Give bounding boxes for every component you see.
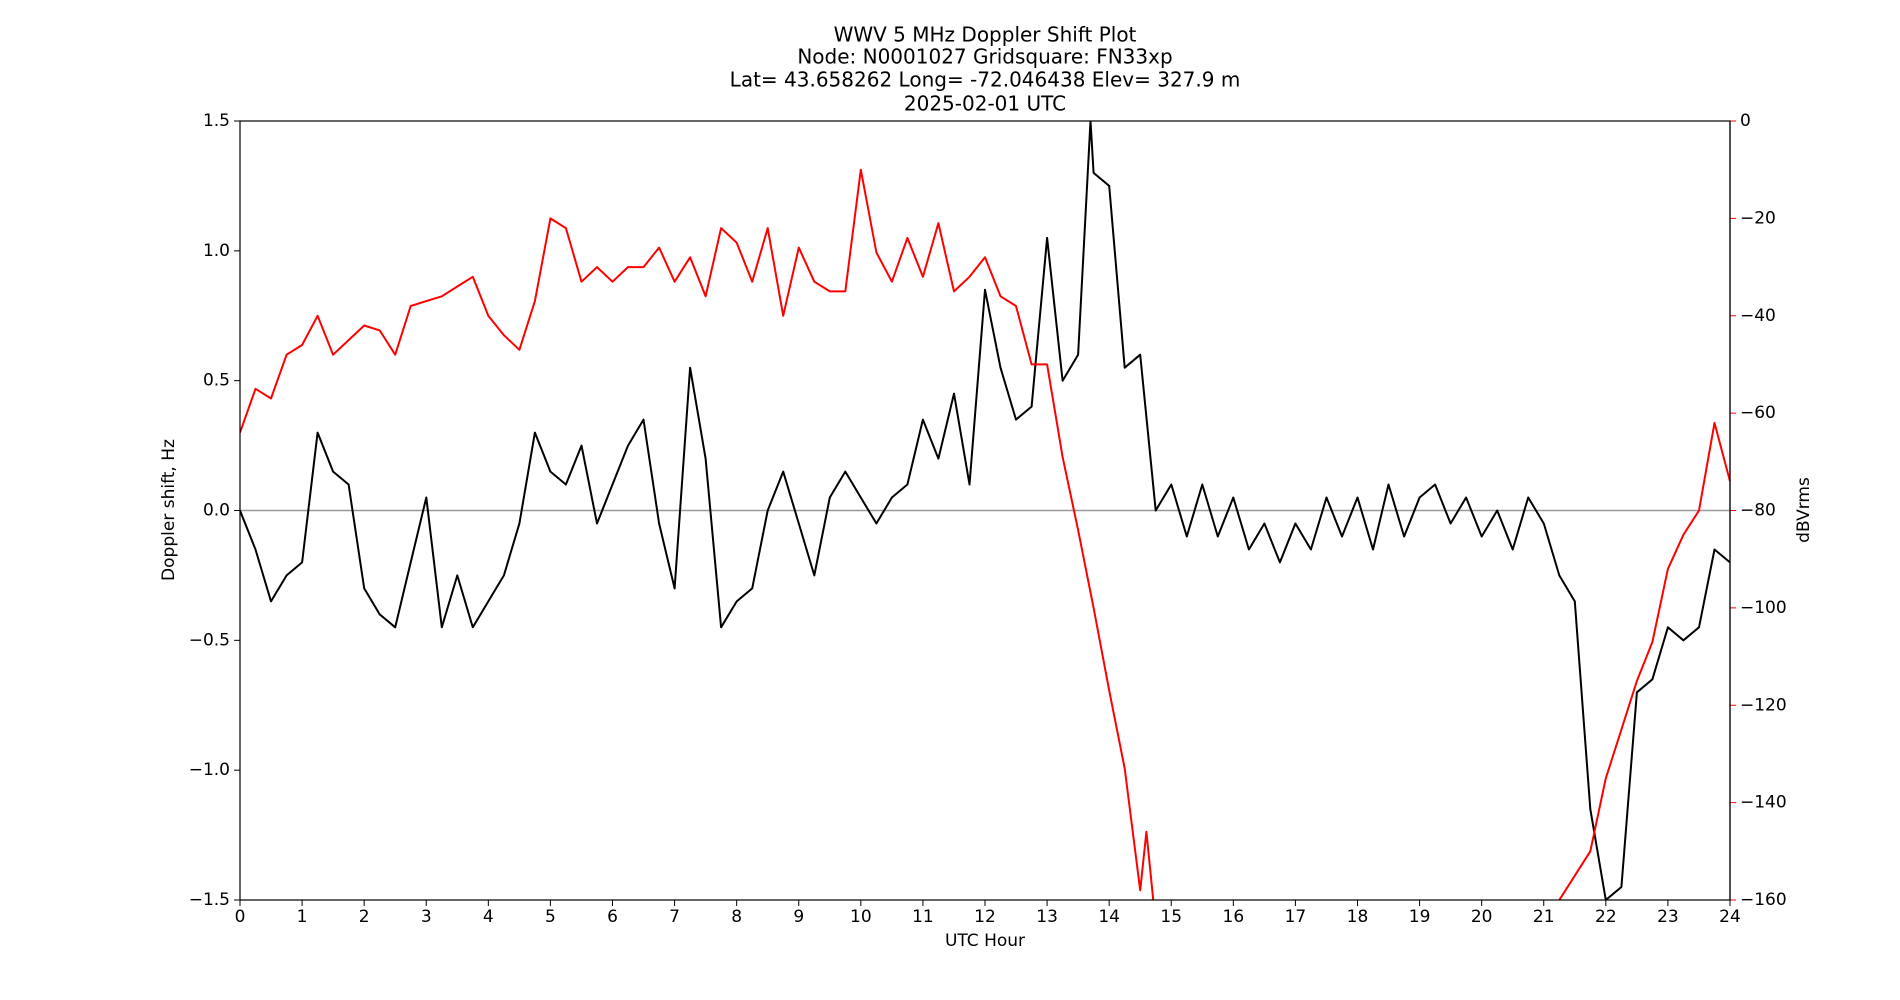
x-tick-label: 21	[1533, 907, 1555, 927]
x-tick-label: 13	[1036, 907, 1058, 927]
y-tick-label: −1.0	[189, 760, 230, 780]
x-tick-label: 19	[1409, 907, 1431, 927]
y2-tick-label: −80	[1740, 501, 1776, 521]
x-tick-label: 4	[483, 907, 494, 927]
x-tick-label: 10	[850, 907, 872, 927]
series-line	[1558, 421, 1730, 900]
y2-axis-label: dBVrms	[1794, 477, 1814, 543]
y2-tick-label: −60	[1740, 403, 1776, 423]
y2-tick-label: −20	[1740, 208, 1776, 228]
y-tick-label: −0.5	[189, 630, 230, 650]
x-tick-label: 14	[1098, 907, 1120, 927]
x-tick-label: 6	[607, 907, 618, 927]
y-tick-label: −1.5	[189, 890, 230, 910]
x-tick-label: 5	[545, 907, 556, 927]
y2-tick-label: −140	[1740, 793, 1787, 813]
x-tick-label: 16	[1223, 907, 1245, 927]
y-tick-label: 1.5	[203, 111, 230, 131]
x-tick-label: 8	[731, 907, 742, 927]
chart-subtitle: 2025-02-01 UTC	[904, 92, 1066, 116]
x-tick-label: 20	[1471, 907, 1493, 927]
x-tick-label: 0	[235, 907, 246, 927]
x-tick-label: 15	[1160, 907, 1182, 927]
y2-tick-label: −40	[1740, 306, 1776, 326]
x-tick-label: 22	[1595, 907, 1617, 927]
chart-subtitle: Lat= 43.658262 Long= -72.046438 Elev= 32…	[730, 68, 1241, 92]
x-tick-label: 23	[1657, 907, 1679, 927]
y-axis-label: Doppler shift, Hz	[159, 439, 179, 581]
x-tick-label: 18	[1347, 907, 1369, 927]
x-tick-label: 1	[297, 907, 308, 927]
x-tick-label: 12	[974, 907, 996, 927]
y2-tick-label: −120	[1740, 695, 1787, 715]
chart-subtitle: Node: N0001027 Gridsquare: FN33xp	[797, 45, 1172, 69]
y2-tick-label: −100	[1740, 598, 1787, 618]
chart-title: WWV 5 MHz Doppler Shift Plot	[834, 23, 1137, 47]
y-tick-label: 0.5	[203, 371, 230, 391]
y2-tick-label: −160	[1740, 890, 1787, 910]
y2-tick-label: 0	[1740, 111, 1751, 131]
x-tick-label: 24	[1719, 907, 1741, 927]
x-tick-label: 11	[912, 907, 934, 927]
y-tick-label: 1.0	[203, 241, 230, 261]
x-tick-label: 3	[421, 907, 432, 927]
series-line	[240, 121, 1730, 900]
x-tick-label: 2	[359, 907, 370, 927]
x-tick-label: 9	[793, 907, 804, 927]
y-tick-label: 0.0	[203, 501, 230, 521]
series-line	[240, 168, 1155, 900]
x-axis-label: UTC Hour	[945, 931, 1025, 951]
plot-area	[240, 121, 1730, 900]
x-tick-label: 7	[669, 907, 680, 927]
x-tick-label: 17	[1285, 907, 1307, 927]
